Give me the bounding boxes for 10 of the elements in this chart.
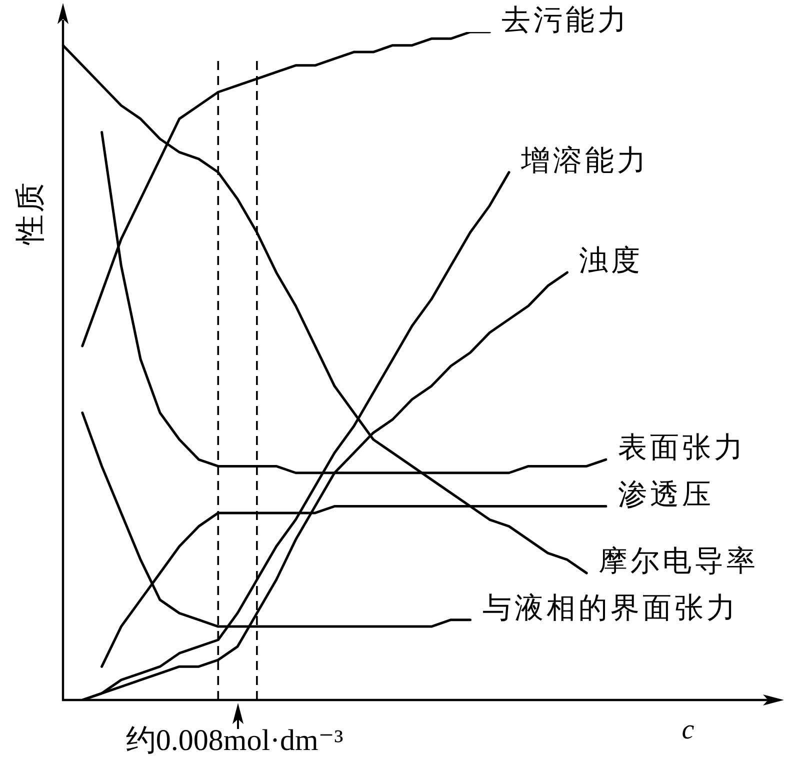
- series-label: 增溶能力: [520, 144, 650, 177]
- series-label: 表面张力: [618, 432, 746, 464]
- series-label: 渗透压: [618, 478, 714, 511]
- text: 约0.008mol·dm⁻³: [126, 724, 344, 757]
- series-label: 与液相的界面张力: [482, 592, 738, 624]
- series-label: 摩尔电导率: [598, 546, 759, 578]
- x-axis-title: c: [682, 714, 695, 746]
- series-label: 浊度: [579, 245, 644, 278]
- y-axis-title: 性质: [14, 180, 47, 246]
- series-label: 去污能力: [502, 4, 630, 37]
